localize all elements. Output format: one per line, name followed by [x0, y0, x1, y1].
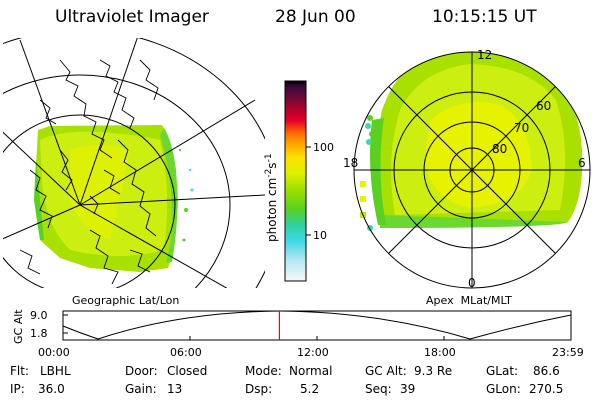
alt-ytick-1-8: 1.8 — [30, 327, 48, 340]
dsp-value: 5.2 — [300, 382, 320, 396]
alt-xtick-1800: 18:00 — [424, 346, 456, 359]
mlt-label-0: 0 — [468, 276, 476, 290]
colorbar-label-100: 100 — [313, 141, 334, 154]
mode-label: Mode: — [245, 364, 282, 378]
title-text: Ultraviolet Imager — [55, 7, 209, 27]
gcalt-value: 9.3 Re — [414, 364, 453, 378]
mlt-label-18: 18 — [343, 156, 358, 170]
dsp-label: Dsp: — [245, 382, 273, 396]
alt-xtick-0000: 00:00 — [38, 346, 70, 359]
door-label: Door: — [125, 364, 158, 378]
glon-label: GLon: — [486, 382, 521, 396]
apex-grid — [353, 51, 591, 289]
mlat-label-70: 70 — [514, 121, 529, 135]
time-text: 10:15:15 UT — [432, 7, 537, 27]
unit-exp2: -1 — [264, 153, 274, 162]
mlt-label-12: 12 — [477, 48, 492, 62]
glat-value: 86.6 — [533, 364, 560, 378]
mlt-label-6: 6 — [578, 156, 586, 170]
glon-value: 270.5 — [529, 382, 564, 396]
gcalt-label: GC Alt: — [365, 364, 407, 378]
apex-polar-panel: 12 18 6 0 60 70 80 — [343, 48, 591, 290]
alt-xtick-1200: 12:00 — [297, 346, 329, 359]
geo-grid — [3, 38, 265, 288]
altitude-plot-frame — [62, 310, 572, 341]
alt-xtick-2359: 23:59 — [552, 346, 584, 359]
mode-value: Normal — [289, 364, 333, 378]
flt-value: LBHL — [40, 364, 71, 378]
glat-label: GLat: — [486, 364, 519, 378]
alt-xtick-0600: 06:00 — [170, 346, 202, 359]
altitude-curve — [62, 310, 572, 340]
ip-label: IP: — [10, 382, 25, 396]
geo-coastlines — [19, 59, 159, 285]
gain-value: 13 — [167, 382, 183, 396]
colorbar-label-10: 10 — [313, 229, 327, 242]
geographic-panel-label: Geographic Lat/Lon — [72, 294, 180, 307]
geo-aurora-image — [34, 125, 194, 272]
svg-text:photon cm-2s-1: photon cm-2s-1 — [264, 153, 279, 242]
unit-mid: s — [265, 162, 279, 168]
unit-exp1: -2 — [264, 169, 274, 178]
apex-panel-label: Apex MLat/MLT — [426, 294, 512, 307]
flt-label: Flt: — [10, 364, 29, 378]
gain-label: Gain: — [125, 382, 157, 396]
colorbar-gradient — [284, 80, 307, 282]
mlat-label-60: 60 — [536, 99, 551, 113]
geographic-map-panel — [3, 38, 265, 288]
mlat-label-80: 80 — [492, 142, 507, 156]
altitude-plot: 9.0 1.8 GC Alt 00:00 06:00 12:00 18:00 2… — [12, 309, 584, 359]
date-text: 28 Jun 00 — [275, 7, 356, 27]
seq-value: 39 — [400, 382, 416, 396]
seq-label: Seq: — [365, 382, 392, 396]
door-value: Closed — [167, 364, 208, 378]
colorbar-unit-label: photon cm-2s-1 — [264, 153, 279, 242]
ip-value: 36.0 — [38, 382, 65, 396]
alt-ylabel: GC Alt — [12, 309, 25, 344]
alt-ytick-9: 9.0 — [30, 309, 48, 322]
unit-prefix: photon cm — [265, 178, 279, 242]
